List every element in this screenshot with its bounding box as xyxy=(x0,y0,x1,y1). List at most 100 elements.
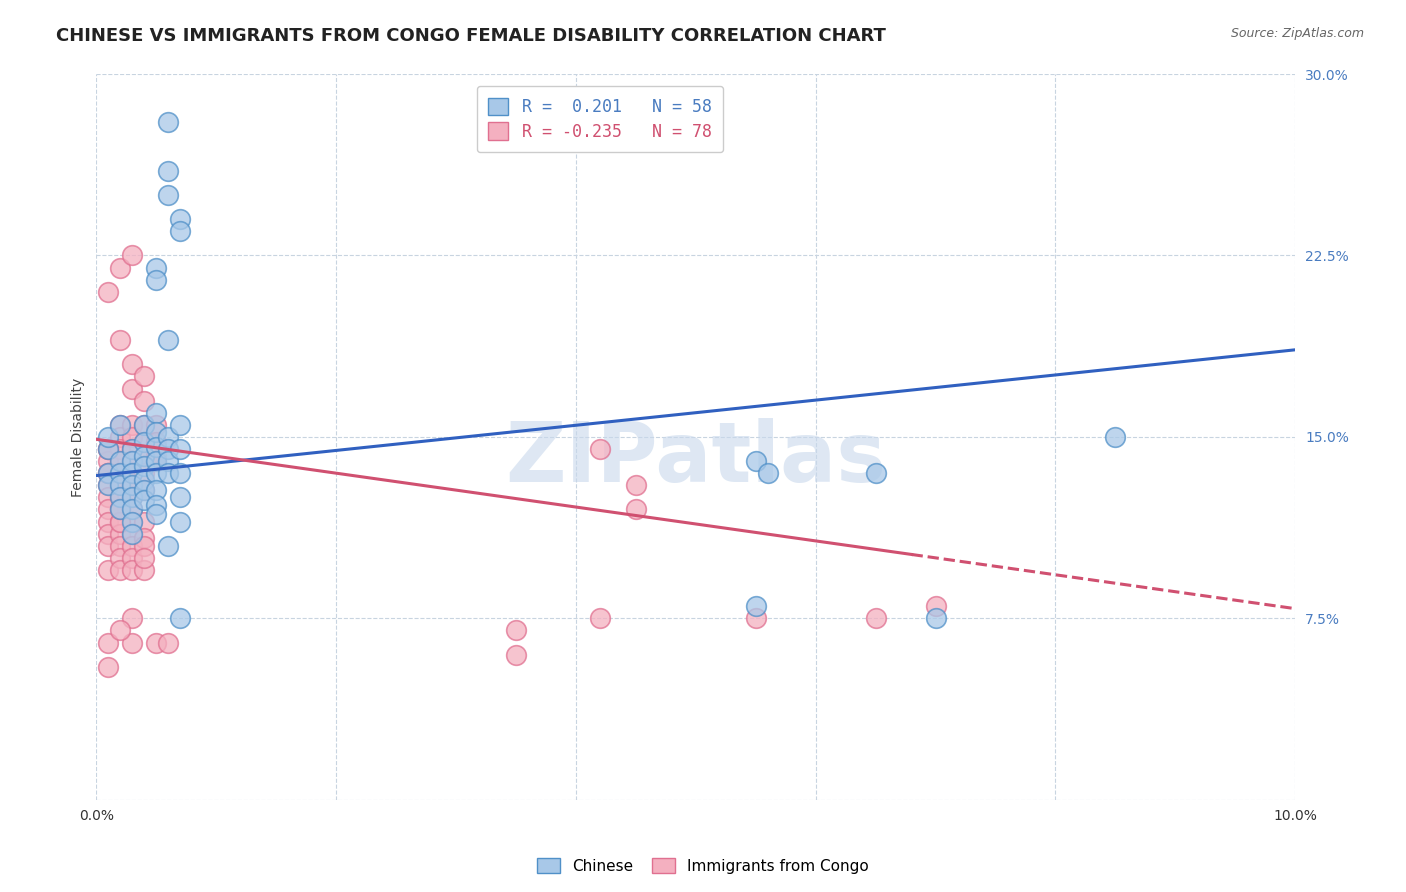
Point xyxy=(110,515,132,529)
Point xyxy=(121,248,143,262)
Point xyxy=(145,454,167,468)
Point xyxy=(121,357,143,371)
Point xyxy=(121,478,143,492)
Point xyxy=(121,502,143,516)
Point xyxy=(121,550,143,565)
Point xyxy=(145,508,167,522)
Point xyxy=(121,611,143,625)
Point xyxy=(110,550,132,565)
Point xyxy=(121,491,143,505)
Point xyxy=(121,466,143,480)
Point xyxy=(121,454,143,468)
Point xyxy=(145,417,167,432)
Point xyxy=(624,478,647,492)
Point xyxy=(97,502,120,516)
Legend: Chinese, Immigrants from Congo: Chinese, Immigrants from Congo xyxy=(531,852,875,880)
Point xyxy=(145,260,167,275)
Point xyxy=(624,502,647,516)
Point xyxy=(121,430,143,444)
Point xyxy=(589,611,612,625)
Point xyxy=(745,454,768,468)
Text: ZIPatlas: ZIPatlas xyxy=(505,418,886,500)
Point xyxy=(121,478,143,492)
Point xyxy=(121,442,143,456)
Point xyxy=(121,491,143,505)
Point xyxy=(121,382,143,396)
Point xyxy=(134,515,156,529)
Point xyxy=(110,260,132,275)
Point xyxy=(924,599,946,614)
Point xyxy=(97,563,120,577)
Point xyxy=(134,393,156,408)
Point xyxy=(97,539,120,553)
Point xyxy=(145,449,167,463)
Point xyxy=(134,458,156,473)
Point xyxy=(145,635,167,649)
Point xyxy=(157,333,180,347)
Point xyxy=(97,442,120,456)
Point xyxy=(169,491,191,505)
Point xyxy=(97,454,120,468)
Point xyxy=(145,406,167,420)
Point xyxy=(169,466,191,480)
Point xyxy=(157,115,180,129)
Point xyxy=(169,515,191,529)
Point xyxy=(134,474,156,488)
Point xyxy=(121,417,143,432)
Y-axis label: Female Disability: Female Disability xyxy=(72,377,86,497)
Point xyxy=(110,502,132,516)
Point xyxy=(97,442,120,456)
Legend: R =  0.201   N = 58, R = -0.235   N = 78: R = 0.201 N = 58, R = -0.235 N = 78 xyxy=(477,86,723,153)
Point xyxy=(121,515,143,529)
Point xyxy=(97,491,120,505)
Point xyxy=(121,454,143,468)
Point xyxy=(145,440,167,454)
Point xyxy=(157,188,180,202)
Point xyxy=(865,466,887,480)
Point xyxy=(157,539,180,553)
Point xyxy=(110,466,132,480)
Point xyxy=(134,417,156,432)
Point xyxy=(110,430,132,444)
Point xyxy=(1104,430,1126,444)
Point xyxy=(745,599,768,614)
Point xyxy=(121,539,143,553)
Point xyxy=(121,466,143,480)
Point xyxy=(134,483,156,497)
Point xyxy=(110,491,132,505)
Point xyxy=(110,417,132,432)
Point xyxy=(157,454,180,468)
Point xyxy=(169,224,191,238)
Point xyxy=(134,369,156,384)
Point xyxy=(110,442,132,456)
Point xyxy=(865,611,887,625)
Point xyxy=(97,430,120,444)
Point xyxy=(121,526,143,541)
Point xyxy=(121,563,143,577)
Point xyxy=(97,526,120,541)
Point xyxy=(145,273,167,287)
Point xyxy=(110,515,132,529)
Point xyxy=(97,659,120,673)
Point xyxy=(157,466,180,480)
Point xyxy=(169,212,191,227)
Point xyxy=(110,539,132,553)
Point xyxy=(157,163,180,178)
Point xyxy=(97,478,120,492)
Point xyxy=(110,333,132,347)
Point xyxy=(110,454,132,468)
Text: Source: ZipAtlas.com: Source: ZipAtlas.com xyxy=(1230,27,1364,40)
Point xyxy=(121,502,143,516)
Point xyxy=(110,563,132,577)
Point xyxy=(169,442,191,456)
Point xyxy=(121,442,143,456)
Point xyxy=(589,442,612,456)
Point xyxy=(745,611,768,625)
Point xyxy=(110,502,132,516)
Point xyxy=(97,466,120,480)
Point xyxy=(110,624,132,638)
Point xyxy=(134,449,156,463)
Point xyxy=(145,483,167,497)
Point xyxy=(134,434,156,449)
Point xyxy=(134,492,156,507)
